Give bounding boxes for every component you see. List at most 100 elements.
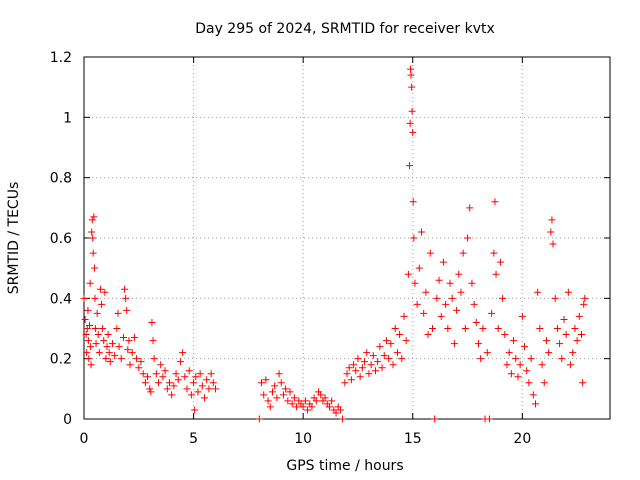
data-point <box>106 358 114 366</box>
data-point <box>332 409 340 417</box>
data-point <box>124 346 132 354</box>
data-point <box>185 367 193 375</box>
data-point <box>282 385 290 393</box>
data-point <box>165 379 173 387</box>
data-point <box>133 355 141 363</box>
data-point <box>483 349 491 357</box>
data-point <box>288 400 296 408</box>
data-point <box>581 294 589 302</box>
data-point <box>553 325 561 332</box>
data-point <box>433 294 441 302</box>
data-point <box>521 343 529 351</box>
data-point <box>525 379 533 387</box>
data-point <box>367 361 375 369</box>
data-point <box>457 288 465 296</box>
data-point <box>464 234 472 242</box>
data-point <box>531 400 539 408</box>
data-point <box>198 382 206 390</box>
y-tick-label: 0.4 <box>50 291 72 307</box>
data-point <box>472 318 480 326</box>
data-point <box>125 337 133 345</box>
data-point <box>409 198 417 206</box>
data-point <box>410 234 418 242</box>
y-tick-label: 1 <box>63 110 72 126</box>
data-point <box>448 294 456 302</box>
data-point <box>494 325 502 332</box>
data-point <box>321 394 329 402</box>
data-point <box>408 107 416 115</box>
data-point <box>428 325 436 332</box>
data-point <box>567 361 575 369</box>
y-axis: 0 0.2 0.4 0.6 0.8 1 1.2 <box>50 50 610 428</box>
data-point <box>409 128 417 136</box>
data-point <box>255 415 263 423</box>
data-point <box>84 337 92 345</box>
data-point <box>510 337 518 345</box>
data-point <box>105 349 113 357</box>
data-point <box>96 285 104 293</box>
data-point <box>549 240 557 248</box>
data-point <box>536 325 544 332</box>
x-tick-label: 5 <box>189 431 198 447</box>
data-point <box>196 370 204 378</box>
data-point <box>147 388 155 396</box>
data-point <box>98 300 106 308</box>
data-point <box>201 394 209 402</box>
data-point <box>548 216 556 224</box>
data-point <box>527 355 535 363</box>
data-point <box>405 162 413 170</box>
data-point <box>99 325 107 332</box>
data-point <box>573 337 581 345</box>
data-point <box>347 376 355 384</box>
data-point <box>126 361 134 369</box>
data-point <box>358 364 366 372</box>
y-tick-label: 0.8 <box>50 171 72 187</box>
data-point <box>258 379 266 387</box>
data-point <box>284 397 292 405</box>
data-point <box>365 370 373 378</box>
data-point <box>92 340 100 348</box>
data-point <box>80 294 88 302</box>
data-point <box>89 234 97 242</box>
data-point <box>89 249 97 257</box>
data-point <box>339 415 347 423</box>
data-point <box>420 309 428 317</box>
data-point <box>111 352 119 360</box>
data-point <box>475 340 482 348</box>
data-point <box>293 403 301 411</box>
data-point <box>424 331 432 339</box>
data-point <box>144 373 152 381</box>
data-point <box>485 415 493 423</box>
data-point <box>402 337 410 345</box>
data-point <box>163 385 171 393</box>
data-point <box>336 406 344 414</box>
data-point <box>135 364 143 372</box>
data-point <box>488 309 496 317</box>
y-tick-label: 0 <box>63 412 72 428</box>
data-point <box>94 331 102 339</box>
data-point <box>179 349 187 357</box>
data-series <box>80 65 589 423</box>
data-point <box>407 71 415 79</box>
data-point <box>406 119 414 127</box>
x-tick-label: 0 <box>80 431 89 447</box>
data-point <box>538 361 546 369</box>
data-point <box>148 318 156 326</box>
data-point <box>91 325 99 332</box>
data-point <box>534 288 542 296</box>
data-point <box>150 355 158 363</box>
data-point <box>141 379 149 387</box>
data-point <box>88 228 96 236</box>
y-tick-label: 0.2 <box>50 352 72 368</box>
data-point <box>192 373 200 381</box>
data-point <box>512 355 520 363</box>
data-point <box>85 321 93 329</box>
data-point <box>571 325 579 332</box>
data-point <box>361 358 369 366</box>
data-point <box>437 312 445 320</box>
data-point <box>466 204 474 212</box>
data-point <box>103 343 111 351</box>
data-point <box>343 370 351 378</box>
data-point <box>194 388 202 396</box>
data-point <box>578 331 586 339</box>
